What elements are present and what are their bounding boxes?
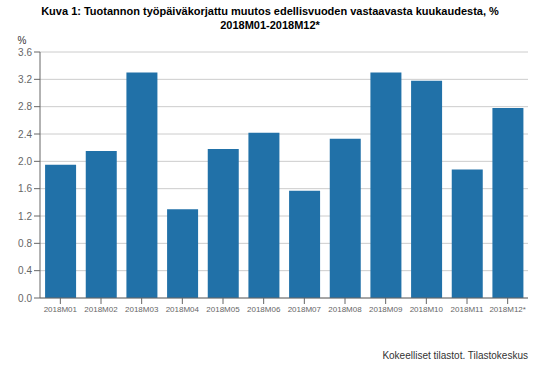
- svg-text:2018M02: 2018M02: [84, 305, 118, 314]
- svg-text:2018M06: 2018M06: [247, 305, 281, 314]
- svg-text:2018M08: 2018M08: [328, 305, 362, 314]
- svg-text:2018M11: 2018M11: [451, 305, 484, 314]
- svg-text:2018M04: 2018M04: [166, 305, 200, 314]
- svg-text:2018M09: 2018M09: [369, 305, 403, 314]
- svg-text:3.6: 3.6: [18, 47, 32, 58]
- svg-text:1.6: 1.6: [18, 183, 32, 194]
- svg-text:3.2: 3.2: [18, 74, 32, 85]
- svg-text:0.8: 0.8: [18, 238, 32, 249]
- svg-text:2.8: 2.8: [18, 101, 32, 112]
- svg-text:2018M12*: 2018M12*: [489, 305, 525, 314]
- svg-text:%: %: [18, 35, 27, 46]
- svg-text:2.4: 2.4: [18, 129, 32, 140]
- svg-text:0.0: 0.0: [18, 293, 32, 304]
- svg-text:0.4: 0.4: [18, 265, 32, 276]
- svg-text:2018M05: 2018M05: [206, 305, 240, 314]
- html-text:2018M01-2018M12*: 2018M01-2018M12*: [220, 19, 320, 31]
- svg-text:2018M01: 2018M01: [44, 305, 78, 314]
- svg-text:2018M07: 2018M07: [288, 305, 322, 314]
- html-text:Kokeelliset tilastot. Tilastok: Kokeelliset tilastot. Tilastokeskus: [382, 350, 528, 361]
- svg-text:2018M10: 2018M10: [410, 305, 444, 314]
- svg-text:2018M03: 2018M03: [125, 305, 159, 314]
- svg-text:2.0: 2.0: [18, 156, 32, 167]
- html-text:Kuva 1: Tuotannon työpäiväkorj: Kuva 1: Tuotannon työpäiväkorjattu muuto…: [41, 5, 499, 17]
- svg-text:1.2: 1.2: [18, 211, 32, 222]
